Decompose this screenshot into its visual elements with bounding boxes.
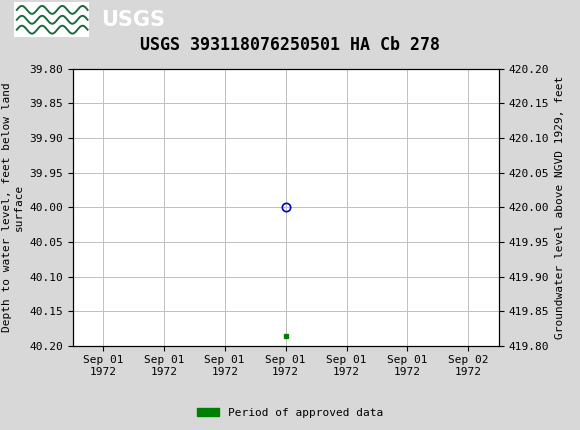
Legend: Period of approved data: Period of approved data [193,403,387,422]
Text: USGS 393118076250501 HA Cb 278: USGS 393118076250501 HA Cb 278 [140,36,440,54]
Y-axis label: Groundwater level above NGVD 1929, feet: Groundwater level above NGVD 1929, feet [554,76,564,339]
Bar [14,3,89,37]
Text: USGS: USGS [101,10,165,30]
Y-axis label: Depth to water level, feet below land
surface: Depth to water level, feet below land su… [2,83,23,332]
